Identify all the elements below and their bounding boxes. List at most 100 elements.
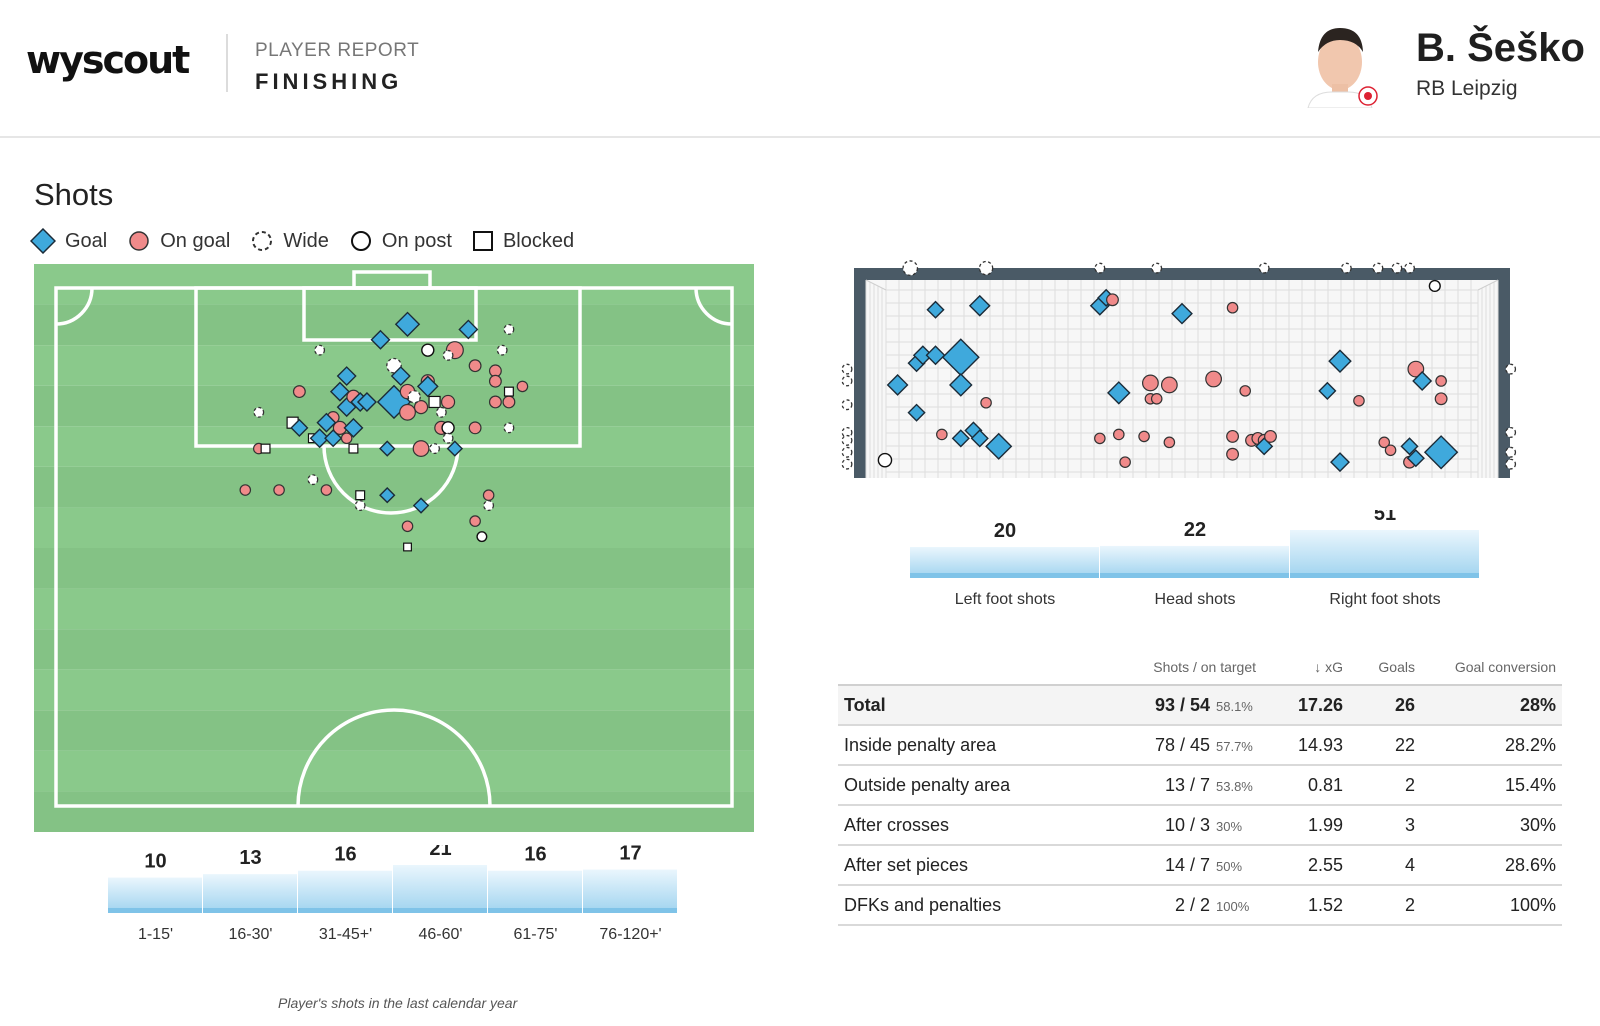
bar-category-label: 76-120+': [599, 926, 661, 943]
goal-shot-wide: [841, 375, 853, 387]
bar-value-label: 10: [144, 851, 166, 873]
pitch-stripe: [34, 629, 754, 670]
row-xg: 2.55: [1262, 845, 1349, 886]
pitch-shot-blocked: [348, 443, 359, 454]
pitch-shot-goal: [416, 375, 439, 398]
row-label: Total: [838, 685, 1080, 726]
pitch-shot-on_goal: [401, 520, 414, 533]
goal-shot-goal: [1400, 437, 1419, 456]
goal-shot-goal: [970, 429, 989, 448]
col-xg: ↓ xG: [1262, 650, 1349, 686]
goal-shot-goal: [1318, 381, 1337, 400]
table-row: Total 93 / 54 58.1% 17.26 26 28%: [838, 685, 1562, 726]
pitch-shot-goal: [356, 391, 377, 412]
pitch-shot-goal: [290, 418, 309, 437]
pitch-shot-blocked: [260, 443, 271, 454]
goal-shot-on_goal: [1112, 428, 1125, 441]
bar-base: [583, 908, 677, 913]
bar-category-label: 1-15': [138, 926, 173, 943]
finishing-stats-table: Shots / on target ↓ xG Goals Goal conver…: [838, 650, 1562, 926]
bar-value-label: 51: [1374, 510, 1396, 525]
bar-base: [203, 908, 297, 913]
row-goals-value: 26: [1394, 694, 1415, 715]
bar-value-label: 21: [429, 845, 451, 860]
row-label: DFKs and penalties: [838, 885, 1080, 926]
goal-shot-goal: [1107, 381, 1131, 405]
pitch-shot-blocked: [355, 490, 366, 501]
pitch-shot-wide: [442, 432, 454, 444]
goal-shot-on_goal: [1119, 456, 1131, 468]
player-team: RB Leipzig: [1416, 77, 1518, 100]
row-label: Inside penalty area: [838, 725, 1080, 766]
legend-on-goal-label: On goal: [160, 229, 231, 252]
table-header-row: Shots / on target ↓ xG Goals Goal conver…: [838, 650, 1562, 686]
row-conversion: 28.2%: [1421, 725, 1562, 766]
row-conversion: 28%: [1421, 685, 1562, 726]
row-shots-value: 78 / 45: [1154, 734, 1210, 755]
col-shots: Shots / on target: [1080, 650, 1262, 686]
pitch-shot-goal: [336, 366, 357, 387]
bar: [583, 869, 677, 913]
square-icon: [472, 231, 493, 251]
row-shots-value: 93 / 54: [1154, 694, 1210, 715]
table-row: Outside penalty area 13 / 7 53.8% 0.81 2 15.4…: [838, 765, 1562, 806]
row-label: After set pieces: [838, 845, 1080, 886]
goal-shot-post: [1428, 279, 1441, 293]
report-title: FINISHING: [255, 69, 403, 94]
row-xg-value: 17.26: [1297, 694, 1343, 715]
pitch-shot-on_goal: [239, 484, 252, 496]
row-on-target-pct: 53.8%: [1216, 778, 1253, 794]
pitch-shot-on_goal: [468, 421, 482, 435]
goal-shot-post: [877, 452, 893, 468]
pitch-shot-post: [476, 531, 488, 543]
pitch-shot-on_goal: [399, 403, 416, 421]
pitch-shot-wide: [483, 500, 495, 512]
goal-shot-wide: [841, 399, 853, 411]
row-label-value: Outside penalty area: [844, 774, 1011, 795]
pitch-shot-wide: [503, 422, 515, 434]
goal-shot-wide: [841, 434, 853, 446]
row-label-value: DFKs and penalties: [844, 894, 1002, 915]
pitch-shot-wide: [496, 344, 508, 356]
bar: [1100, 545, 1289, 578]
goal-shot-on_goal: [1106, 293, 1119, 307]
pitch-shot-on_goal: [516, 380, 529, 393]
row-on-target-pct: 30%: [1216, 818, 1243, 834]
goal-placement-map: [841, 260, 1517, 478]
goal-shot-goal: [1412, 370, 1433, 391]
goal-shot-wide: [1505, 446, 1517, 458]
goal-shot-on_goal: [1434, 392, 1448, 406]
pitch-stripe: [34, 750, 754, 792]
pitch-shot-on_goal: [320, 484, 333, 496]
bar-base: [108, 908, 202, 913]
bar-value-label: 20: [994, 520, 1016, 542]
goal-shot-wide: [841, 363, 853, 375]
goal-shot-on_goal: [1094, 432, 1106, 445]
pitch-stripe: [34, 588, 754, 630]
goal-shot-on_goal: [1160, 376, 1178, 394]
row-label-value: Total: [844, 694, 886, 715]
row-on-target-pct: 58.1%: [1216, 698, 1253, 714]
goal-shot-goal: [985, 432, 1013, 460]
row-conversion: 28.6%: [1421, 845, 1562, 886]
bar-category-label: Head shots: [1155, 591, 1236, 608]
goal-shot-wide: [1340, 262, 1352, 274]
pitch-shot-goal: [370, 329, 391, 350]
goal-shot-on_goal: [1205, 370, 1223, 388]
pitch-shot-wide: [442, 349, 454, 361]
goal-shot-on_goal: [1226, 447, 1240, 461]
bar-category-label: 46-60': [419, 926, 463, 943]
row-goals-value: 2: [1404, 774, 1415, 795]
bar-value-label: 16: [524, 845, 546, 866]
row-on-target-pct: 57.7%: [1216, 738, 1253, 754]
goal-shots: [841, 260, 1517, 473]
pitch-shot-on_goal: [440, 394, 456, 410]
row-goals: 2: [1349, 765, 1421, 806]
pitch-shot-blocked: [503, 386, 514, 397]
row-xg-value: 2.55: [1307, 854, 1343, 875]
row-shots-value: 2 / 2: [1174, 894, 1210, 915]
pitch-shot-post: [421, 343, 435, 357]
pitch-shot-goal: [324, 429, 343, 448]
bar-category-label: Right foot shots: [1329, 591, 1440, 608]
pitch-shot-wide: [307, 474, 319, 486]
